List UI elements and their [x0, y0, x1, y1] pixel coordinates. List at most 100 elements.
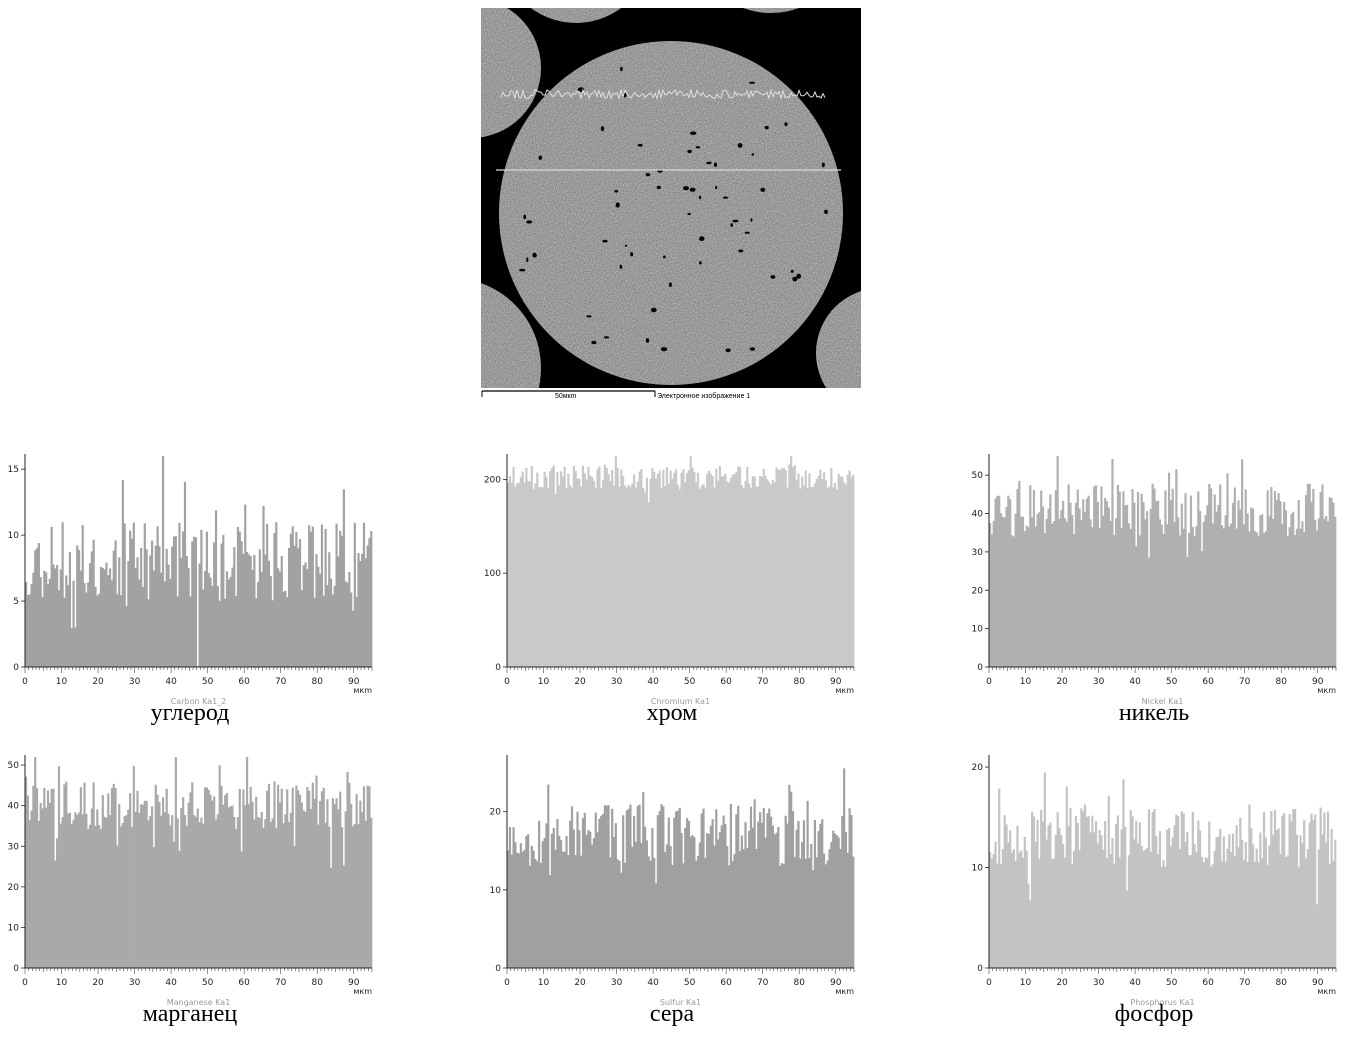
- bar: [1171, 837, 1174, 968]
- bar: [693, 837, 696, 968]
- pore: [532, 252, 537, 258]
- y-tick-label: 0: [495, 964, 501, 974]
- bar: [815, 478, 818, 667]
- bar: [109, 815, 112, 968]
- bar: [309, 531, 313, 667]
- y-tick-label: 10: [490, 886, 502, 896]
- bar: [1074, 816, 1078, 968]
- bar: [355, 794, 358, 968]
- bar: [130, 538, 134, 667]
- bar: [1246, 861, 1249, 968]
- bar: [1281, 524, 1284, 667]
- bar: [1034, 526, 1037, 667]
- bar: [839, 476, 842, 667]
- bar: [508, 476, 512, 667]
- bar: [806, 487, 809, 667]
- x-tick-label: 60: [238, 677, 250, 687]
- bar: [1321, 834, 1324, 968]
- bar: [176, 818, 179, 968]
- bar: [1215, 837, 1218, 968]
- bar: [180, 808, 183, 968]
- bar: [205, 787, 208, 968]
- bar: [278, 802, 282, 968]
- bar: [702, 484, 705, 667]
- bar: [171, 815, 174, 968]
- bar: [278, 571, 282, 667]
- bar: [1094, 821, 1098, 968]
- bar: [784, 815, 787, 968]
- bar: [671, 865, 674, 968]
- bar: [676, 810, 680, 968]
- bar: [30, 810, 33, 968]
- bar: [753, 476, 756, 667]
- bar: [759, 475, 762, 667]
- bar: [298, 794, 302, 968]
- bar: [1279, 853, 1282, 968]
- bar: [258, 818, 261, 968]
- bar: [1266, 490, 1269, 667]
- bar: [1326, 811, 1330, 968]
- bar: [98, 593, 101, 667]
- bar: [76, 814, 79, 968]
- bar: [556, 472, 559, 667]
- bar: [1093, 832, 1096, 968]
- bar: [357, 824, 360, 968]
- bar: [269, 576, 272, 667]
- bar: [253, 819, 256, 968]
- bar: [649, 860, 652, 968]
- bar: [48, 578, 51, 667]
- bar: [269, 822, 272, 968]
- bar: [722, 476, 725, 667]
- bar: [1215, 511, 1218, 667]
- bar: [550, 468, 554, 667]
- bar: [1222, 528, 1225, 667]
- bar: [196, 808, 199, 968]
- x-tick-label: 0: [504, 978, 510, 988]
- bar: [656, 473, 659, 667]
- pores: [519, 66, 828, 353]
- bar: [1264, 837, 1267, 968]
- bar: [1031, 811, 1034, 968]
- bar: [240, 851, 243, 968]
- bar: [580, 855, 583, 968]
- bar: [1025, 850, 1028, 968]
- bar: [802, 820, 806, 968]
- sulfur-caption: сера: [649, 1001, 695, 1027]
- bar: [521, 851, 524, 968]
- bar: [1272, 518, 1275, 667]
- bar: [337, 809, 340, 968]
- bar: [1056, 811, 1059, 968]
- bar: [633, 815, 636, 968]
- bar: [731, 861, 734, 968]
- bar: [1144, 519, 1147, 667]
- bar: [578, 830, 581, 968]
- bar: [989, 851, 992, 968]
- bar: [848, 470, 851, 667]
- bar: [1325, 842, 1328, 968]
- bar: [129, 530, 132, 667]
- bar: [85, 592, 88, 667]
- bar: [149, 815, 152, 968]
- bar: [1319, 492, 1322, 667]
- bar: [724, 473, 727, 667]
- bar: [1317, 849, 1320, 968]
- bar: [1131, 489, 1134, 667]
- bar: [1328, 864, 1331, 968]
- bar: [1127, 855, 1130, 968]
- pore: [695, 146, 701, 149]
- bar: [1113, 534, 1116, 667]
- bar: [198, 563, 201, 667]
- pore: [602, 239, 608, 243]
- bar: [198, 822, 201, 968]
- bar: [328, 826, 331, 968]
- bar: [797, 473, 800, 667]
- bar: [229, 806, 232, 968]
- bar: [1138, 535, 1141, 667]
- bar: [103, 816, 106, 968]
- pore: [713, 162, 718, 167]
- bar: [114, 788, 117, 968]
- bar: [1208, 484, 1211, 667]
- x-tick-label: 30: [611, 978, 623, 988]
- bar: [850, 815, 853, 968]
- bars: [989, 456, 1337, 667]
